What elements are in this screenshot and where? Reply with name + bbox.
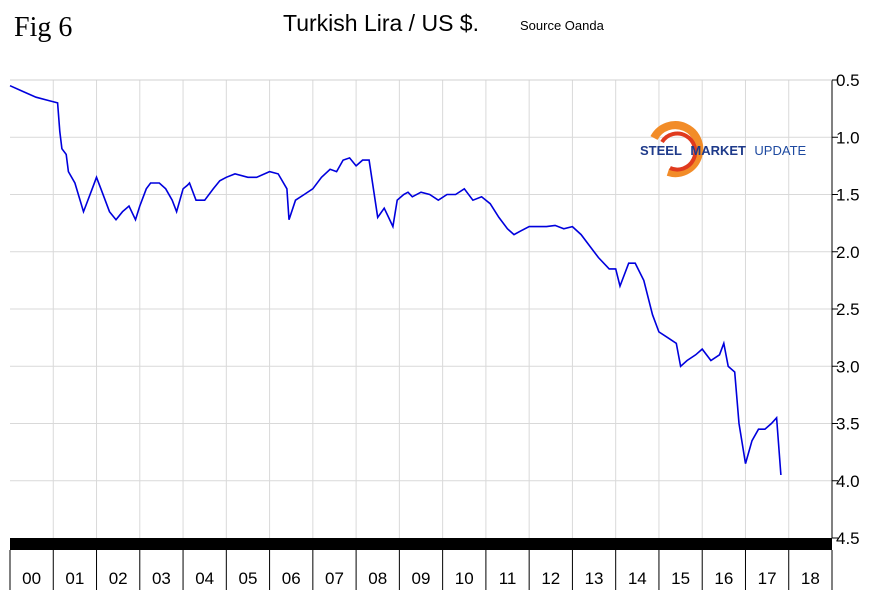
y-tick-label: 4.0 [836,472,860,491]
figure-label: Fig 6 [14,12,73,43]
logo-arc-inner-icon [660,131,698,172]
x-tick-label: 12 [541,569,560,588]
y-tick-labels: 0.5 1.0 1.5 2.0 2.5 3.0 3.5 4.0 4.5 [836,71,860,548]
x-tick-label: 09 [412,569,431,588]
chart-source: Source Oanda [520,18,604,33]
y-tick-label: 3.0 [836,357,860,376]
x-tick-label: 17 [758,569,777,588]
x-tick-label: 14 [628,569,647,588]
y-tick-label: 1.0 [836,128,860,147]
x-tick-label: 08 [368,569,387,588]
x-tick-label: 11 [499,569,517,588]
x-tick-label: 18 [801,569,820,588]
y-tick-label: 4.5 [836,529,860,548]
logo-text: STEEL MARKET UPDATE [640,142,807,159]
x-tick-label: 06 [282,569,301,588]
x-tick-label: 07 [325,569,344,588]
x-tick-label: 00 [22,569,41,588]
steel-market-update-logo: STEEL MARKET UPDATE [640,121,807,178]
chart-title: Turkish Lira / US $. [283,10,479,36]
logo-word-steel: STEEL [640,143,682,158]
x-tick-label: 02 [109,569,128,588]
y-tick-label: 3.5 [836,415,860,434]
x-tick-label: 04 [195,569,214,588]
x-tick-label: 05 [238,569,257,588]
x-tick-label: 01 [65,569,84,588]
series-line-lira-usd [9,84,782,476]
x-tick-labels: 00 01 02 03 04 05 06 07 08 09 10 11 12 13 14 15 16 17 18 [22,569,820,588]
logo-word-update: UPDATE [754,143,806,158]
y-tick-label: 0.5 [836,71,860,90]
x-tick-label: 13 [585,569,604,588]
grid-lines [10,79,832,538]
logo-arc-icon [650,121,704,178]
x-tick-label: 10 [455,569,474,588]
x-tick-label: 15 [671,569,690,588]
y-tick-label: 2.0 [836,243,860,262]
axes [9,79,838,590]
y-tick-label: 2.5 [836,300,860,319]
x-axis-bar [10,538,832,550]
y-tick-label: 1.5 [836,186,860,205]
x-tick-label: 16 [714,569,733,588]
logo-word-market: MARKET [690,143,746,158]
x-tick-label: 03 [152,569,171,588]
